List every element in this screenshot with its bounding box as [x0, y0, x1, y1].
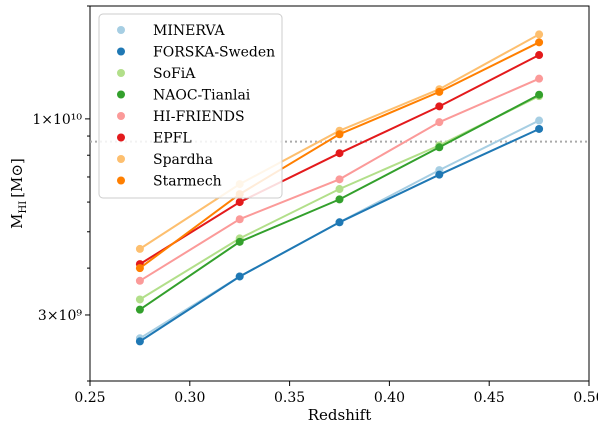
- legend-marker: [117, 155, 125, 163]
- legend-label: Spardha: [153, 152, 213, 168]
- data-point: [235, 272, 244, 281]
- legend-label: NAOC-Tianlai: [153, 88, 251, 104]
- data-point: [235, 237, 244, 246]
- legend-item: Starmech: [117, 174, 222, 190]
- legend-label: MINERVA: [153, 23, 226, 39]
- legend-item: Spardha: [117, 152, 213, 168]
- legend: MINERVA FORSKA-Sweden SoFiA NAOC-Tianlai HI-…: [98, 13, 283, 199]
- data-point: [135, 264, 144, 273]
- x-tick-label: 0.35: [274, 390, 305, 406]
- data-point: [135, 295, 144, 304]
- legend-item: FORSKA-Sweden: [117, 45, 275, 61]
- legend-marker: [117, 47, 125, 56]
- data-point: [435, 143, 444, 152]
- data-point: [335, 130, 344, 139]
- series-layer: [135, 30, 544, 346]
- y-axis-title-sub: HI: [18, 201, 29, 214]
- x-tick-label: 0.30: [174, 390, 205, 406]
- data-point: [535, 38, 544, 47]
- data-point: [535, 74, 544, 83]
- legend-item: MINERVA: [117, 23, 226, 39]
- x-axis: 0.25 0.30 0.35 0.40 0.45 0.50: [74, 381, 598, 406]
- legend-label: HI-FRIENDS: [153, 109, 245, 125]
- data-point: [335, 175, 344, 184]
- x-tick-label: 0.25: [74, 390, 105, 406]
- legend-item: EPFL: [117, 131, 192, 147]
- x-axis-title: Redshift: [308, 406, 372, 424]
- legend-label: Starmech: [153, 174, 222, 190]
- series-hi-friends: [135, 74, 544, 285]
- data-point: [135, 244, 144, 253]
- data-point: [435, 87, 444, 96]
- data-point: [235, 215, 244, 224]
- data-point: [335, 195, 344, 204]
- data-point: [135, 276, 144, 285]
- legend-label: EPFL: [153, 131, 192, 147]
- data-point: [335, 218, 344, 227]
- legend-label: SoFiA: [153, 66, 196, 82]
- series-forska-sweden: [135, 124, 544, 346]
- y-tick-label: 3×10⁹: [38, 308, 82, 324]
- data-point: [135, 305, 144, 314]
- y-axis-title-unit: [M⊙]: [8, 158, 26, 198]
- data-point: [535, 124, 544, 133]
- data-point: [135, 337, 144, 346]
- plot-frame: [89, 5, 590, 382]
- y-tick-label: 1×10¹⁰: [32, 112, 82, 128]
- x-tick-label: 0.50: [573, 390, 598, 406]
- legend-item: HI-FRIENDS: [117, 109, 245, 125]
- data-point: [535, 30, 544, 39]
- legend-marker: [117, 112, 125, 120]
- legend-label: FORSKA-Sweden: [153, 45, 275, 61]
- data-point: [535, 116, 544, 125]
- data-point: [435, 118, 444, 127]
- legend-item: SoFiA: [117, 66, 196, 82]
- data-point: [535, 90, 544, 99]
- legend-box: [98, 13, 283, 199]
- data-point: [335, 185, 344, 194]
- legend-marker: [117, 133, 125, 142]
- data-point: [335, 149, 344, 158]
- legend-marker: [117, 176, 125, 185]
- legend-item: NAOC-Tianlai: [117, 88, 251, 104]
- legend-marker: [117, 69, 125, 77]
- legend-marker: [117, 90, 125, 99]
- data-point: [435, 102, 444, 111]
- legend-marker: [117, 26, 125, 34]
- plot-area: [89, 5, 590, 382]
- x-tick-label: 0.45: [474, 390, 505, 406]
- x-tick-label: 0.40: [374, 390, 405, 406]
- data-point: [535, 51, 544, 60]
- series-naoc-tianlai: [135, 90, 544, 314]
- y-axis-title-main: M: [8, 213, 26, 228]
- y-axis: 3×10⁹ 1×10¹⁰: [32, 5, 90, 382]
- y-axis-title: MHI [M⊙]: [8, 158, 29, 229]
- data-point: [435, 170, 444, 179]
- data-point: [235, 198, 244, 207]
